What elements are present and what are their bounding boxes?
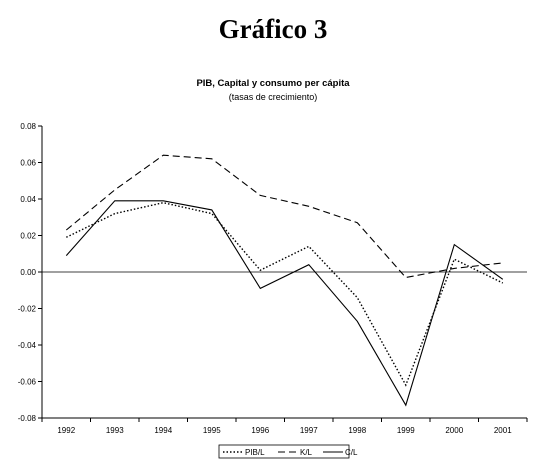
y-tick-label: 0.06	[20, 159, 36, 168]
y-tick-label: 0.02	[20, 232, 36, 241]
x-tick-label: 2001	[494, 426, 512, 435]
x-tick-label: 1994	[154, 426, 172, 435]
y-tick-label: -0.04	[18, 341, 37, 350]
x-tick-label: 1992	[57, 426, 75, 435]
legend-label: PIB/L	[245, 448, 265, 457]
x-tick-label: 1995	[203, 426, 221, 435]
series-line-c-l	[65, 200, 504, 407]
x-tick-label: 1999	[397, 426, 415, 435]
x-tick-label: 1993	[106, 426, 124, 435]
chart-series	[65, 154, 504, 407]
x-tick-label: 1997	[300, 426, 318, 435]
y-tick-label: 0.08	[20, 122, 36, 131]
legend-label: K/L	[300, 448, 313, 457]
series-line-k-l	[65, 154, 503, 279]
legend-label: C/L	[345, 448, 358, 457]
chart-subtitle: (tasas de crecimiento)	[228, 92, 318, 102]
x-tick-label: 1998	[348, 426, 366, 435]
y-tick-label: -0.06	[18, 378, 37, 387]
page-heading: Gráfico 3	[218, 14, 328, 44]
y-tick-label: -0.08	[18, 414, 37, 423]
chart-legend: PIB/L K/L C/L	[218, 444, 358, 459]
chart-axes: 0.08 0.06 0.04 0.02 0.00 -0.02 -0.04 -0.06 -0.08…	[18, 122, 528, 435]
chart-title: PIB, Capital y consumo per cápita	[196, 78, 350, 89]
y-tick-label: 0.00	[20, 268, 36, 277]
series-line-pib-l	[65, 201, 504, 387]
x-tick-label: 1996	[251, 426, 269, 435]
y-tick-label: -0.02	[18, 305, 37, 314]
x-tick-label: 2000	[445, 426, 463, 435]
y-tick-label: 0.04	[20, 195, 36, 204]
